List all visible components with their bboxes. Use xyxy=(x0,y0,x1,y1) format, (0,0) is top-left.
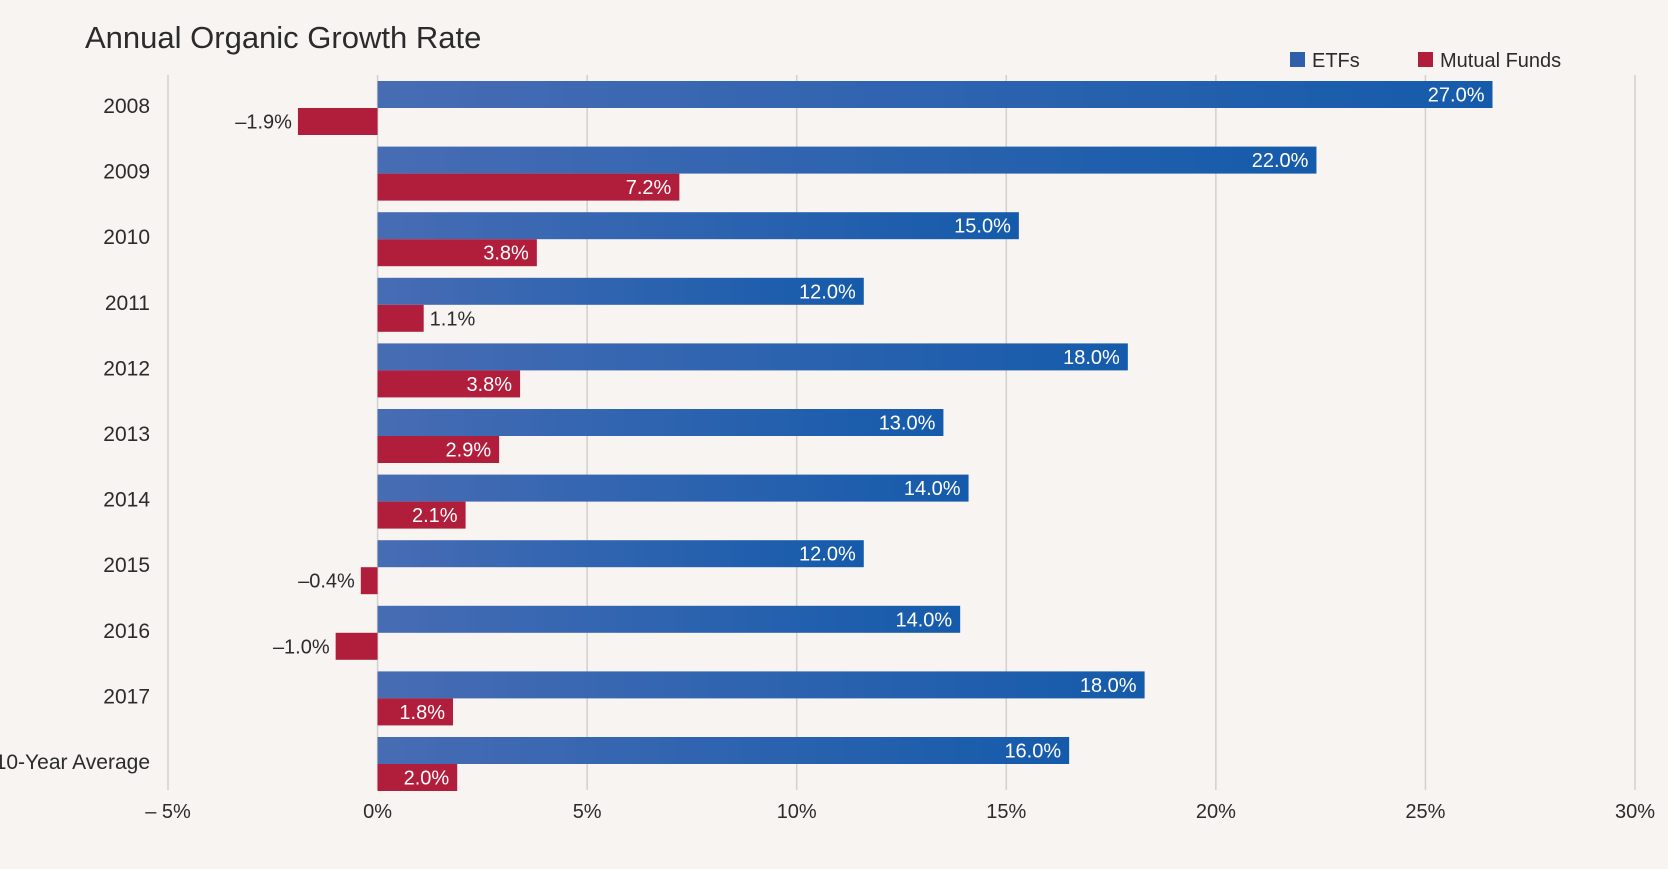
etf-data-label: 16.0% xyxy=(1004,741,1061,763)
mutual-fund-data-label: 2.9% xyxy=(446,440,492,462)
category-label: 2008 xyxy=(103,95,150,118)
legend-label-mutual-funds: Mutual Funds xyxy=(1440,50,1561,72)
mutual-fund-data-label: 1.1% xyxy=(430,308,476,330)
legend-swatch-etfs xyxy=(1290,52,1305,67)
etf-bar xyxy=(377,474,969,502)
mutual-fund-data-label: 3.8% xyxy=(466,374,512,396)
etf-data-label: 12.0% xyxy=(799,281,856,303)
etf-bar xyxy=(377,343,1128,371)
category-label: 2017 xyxy=(103,685,150,708)
etf-bar xyxy=(377,540,864,568)
mutual-fund-data-label: –0.4% xyxy=(298,571,355,593)
mutual-fund-bar xyxy=(377,698,454,726)
etf-data-label: 18.0% xyxy=(1063,347,1120,369)
etf-bar xyxy=(377,277,864,305)
x-tick-label: 30% xyxy=(1615,801,1655,823)
etf-data-label: 22.0% xyxy=(1252,150,1309,172)
category-label: 2014 xyxy=(103,489,150,512)
etf-data-label: 18.0% xyxy=(1080,675,1137,697)
category-label: 2010 xyxy=(103,226,150,249)
mutual-fund-bar xyxy=(377,501,466,529)
x-tick-label: 15% xyxy=(986,801,1026,823)
mutual-fund-data-label: 2.0% xyxy=(404,768,450,790)
legend-label-etfs: ETFs xyxy=(1312,50,1360,72)
mutual-fund-data-label: 2.1% xyxy=(412,505,458,527)
etf-data-label: 13.0% xyxy=(879,413,936,435)
etf-data-label: 15.0% xyxy=(954,216,1011,238)
mutual-fund-data-label: 3.8% xyxy=(483,243,529,265)
etf-data-label: 14.0% xyxy=(895,609,952,631)
category-label: 2011 xyxy=(105,292,150,315)
etf-data-label: 14.0% xyxy=(904,478,961,500)
category-label: 2013 xyxy=(103,423,150,446)
category-label: 2015 xyxy=(103,554,150,577)
etf-bar xyxy=(377,605,961,633)
mutual-fund-bar xyxy=(377,370,521,398)
mutual-fund-bar xyxy=(377,304,424,332)
category-label: 10-Year Average xyxy=(0,751,150,774)
mutual-fund-data-label: –1.0% xyxy=(273,636,330,658)
legend: ETFs Mutual Funds xyxy=(1290,50,1561,72)
category-labels: 2008 2009 2010 2011 2012 2013 2014 2015 2016 2017… xyxy=(0,95,150,774)
category-label: 2009 xyxy=(103,161,150,184)
mutual-fund-bar xyxy=(377,239,537,267)
x-axis-tick-labels: – 5% 0% 5% 10% 15% 20% 25% 30% xyxy=(145,801,1655,823)
mutual-fund-bar xyxy=(377,436,500,463)
chart-title: Annual Organic Growth Rate xyxy=(85,20,481,55)
etf-data-label: 12.0% xyxy=(799,544,856,566)
etf-bar xyxy=(377,671,1145,699)
etf-bar xyxy=(377,146,1317,174)
etf-bar xyxy=(377,737,1070,764)
mutual-fund-data-label: 1.8% xyxy=(399,702,445,724)
mutual-fund-bar xyxy=(297,108,378,135)
bars xyxy=(297,81,1493,791)
x-tick-label: 10% xyxy=(777,801,817,823)
category-label: 2012 xyxy=(103,357,150,380)
mutual-fund-bar xyxy=(335,632,378,660)
mutual-fund-bar xyxy=(377,764,458,791)
x-tick-label: 20% xyxy=(1196,801,1236,823)
etf-bar xyxy=(377,409,944,436)
mutual-fund-bar xyxy=(377,173,680,201)
etf-bar xyxy=(377,212,1019,240)
x-tick-label: – 5% xyxy=(145,801,191,823)
legend-swatch-mutual-funds xyxy=(1418,52,1433,67)
data-labels: 27.0% –1.9% 22.0% 7.2% 15.0% 3.8% 12.0% 1.1% 18.… xyxy=(235,85,1484,790)
category-label: 2016 xyxy=(103,620,150,643)
mutual-fund-data-label: –1.9% xyxy=(235,112,292,134)
mutual-fund-bar xyxy=(360,567,378,595)
x-tick-label: 25% xyxy=(1405,801,1445,823)
x-tick-label: 5% xyxy=(573,801,602,823)
mutual-fund-data-label: 7.2% xyxy=(626,177,672,199)
x-tick-label: 0% xyxy=(363,801,392,823)
etf-data-label: 27.0% xyxy=(1428,85,1485,107)
etf-bar xyxy=(377,81,1493,108)
